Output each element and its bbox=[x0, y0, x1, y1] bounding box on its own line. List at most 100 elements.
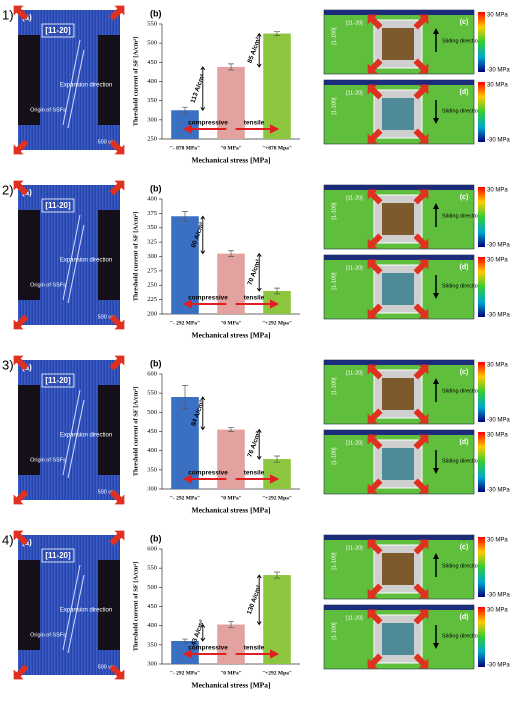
bar bbox=[217, 624, 245, 664]
colorbar bbox=[478, 82, 485, 142]
axis-label: [1-100] bbox=[331, 97, 337, 115]
error-bar bbox=[182, 638, 188, 644]
red-arrow bbox=[413, 653, 429, 669]
simulation-header bbox=[324, 185, 474, 190]
simulation-header bbox=[324, 80, 474, 85]
red-arrow bbox=[413, 539, 429, 555]
micrograph-text: Origin of SSFs bbox=[30, 457, 66, 463]
device-core bbox=[382, 203, 414, 235]
red-arrow bbox=[367, 609, 383, 625]
panel-label: (b) bbox=[150, 8, 162, 18]
error-bar bbox=[274, 571, 280, 579]
annotation-arrow bbox=[200, 396, 206, 431]
panel-label: (c) bbox=[460, 369, 469, 376]
y-tick-label: 300 bbox=[147, 660, 157, 667]
colorbar-max: 30 MPa bbox=[487, 13, 508, 19]
x-tick-label: "+292 Mpa" bbox=[262, 320, 292, 326]
scale-label: 500 um bbox=[98, 489, 117, 495]
panel-label: (d) bbox=[460, 439, 469, 446]
error-bar bbox=[182, 211, 188, 222]
y-axis-title: Threshold current of SF [A/cm²] bbox=[132, 212, 139, 302]
direction-label: [11-20] bbox=[45, 376, 71, 385]
axis-label: [1-100] bbox=[331, 622, 337, 640]
region-arrow bbox=[182, 649, 227, 659]
x-axis-title: Mechanical stress [MPa] bbox=[191, 156, 270, 165]
panel-label: (c) bbox=[460, 544, 469, 551]
region-label: tensile bbox=[244, 295, 265, 302]
annotation: 85 A/cm² bbox=[247, 36, 263, 64]
red-arrow bbox=[109, 180, 125, 196]
x-tick-label: "- 292 MPa" bbox=[170, 670, 200, 676]
annotation-arrow bbox=[200, 66, 206, 112]
y-tick-label: 600 bbox=[147, 545, 157, 552]
axis-label: [11-20] bbox=[346, 545, 363, 551]
sliding-head bbox=[433, 118, 439, 124]
red-arrow bbox=[109, 139, 125, 155]
red-arrow bbox=[109, 314, 125, 330]
error-bar bbox=[274, 31, 280, 36]
y-tick-label: 300 bbox=[147, 253, 157, 260]
y-tick-label: 450 bbox=[147, 59, 157, 66]
x-tick-label: "0 MPa" bbox=[220, 145, 242, 151]
ssf-streak bbox=[62, 214, 85, 304]
y-axis-title: Threshold current of SF [A/cm²] bbox=[132, 387, 139, 477]
device-core bbox=[382, 273, 414, 305]
simulation-header bbox=[324, 605, 474, 610]
red-arrow bbox=[367, 583, 383, 599]
ssf-streak bbox=[62, 389, 85, 479]
y-tick-label: 375 bbox=[147, 210, 157, 217]
axis-label: [11-20] bbox=[346, 370, 363, 376]
annotation: 70 A/cm² bbox=[247, 258, 263, 286]
bar bbox=[263, 459, 291, 489]
red-arrow bbox=[109, 355, 125, 371]
red-arrow bbox=[13, 180, 29, 196]
colorbar bbox=[478, 187, 485, 247]
annotation-arrow bbox=[256, 428, 262, 460]
red-arrow bbox=[413, 609, 429, 625]
axis-label: [1-100] bbox=[331, 272, 337, 290]
x-tick-label: "0 MPa" bbox=[220, 320, 242, 326]
direction-text: Sliding direction bbox=[442, 388, 481, 394]
direction-label: [11-20] bbox=[45, 26, 71, 35]
annotation-arrow bbox=[200, 623, 206, 642]
error-bar bbox=[182, 106, 188, 114]
y-tick-label: 250 bbox=[147, 282, 157, 289]
red-arrow bbox=[13, 139, 29, 155]
y-axis-title: Threshold current of SF [A/cm²] bbox=[132, 562, 139, 652]
direction-text: Sliding direction bbox=[442, 283, 481, 289]
bar bbox=[263, 575, 291, 664]
region-label: compressive bbox=[188, 470, 228, 477]
micrograph-dark bbox=[18, 560, 40, 650]
scale-label: 500 um bbox=[98, 139, 117, 145]
y-tick-label: 325 bbox=[147, 239, 157, 246]
x-tick-label: "- 292 MPa" bbox=[170, 320, 200, 326]
red-arrow bbox=[413, 259, 429, 275]
device-core bbox=[382, 98, 414, 130]
x-axis-title: Mechanical stress [MPa] bbox=[191, 681, 270, 690]
y-tick-label: 550 bbox=[147, 20, 157, 27]
micrograph-text: Origin of SSFs bbox=[30, 107, 66, 113]
direction-label: [11-20] bbox=[45, 201, 71, 210]
direction-text: Sliding direction bbox=[442, 633, 481, 639]
annotation: 130 A/cm² bbox=[246, 584, 263, 616]
ssf-streak bbox=[62, 39, 85, 129]
error-bar bbox=[228, 427, 234, 432]
bar bbox=[217, 66, 245, 139]
red-arrow bbox=[367, 408, 383, 424]
panel-label: (b) bbox=[150, 533, 162, 543]
red-arrow bbox=[367, 128, 383, 144]
region-arrow bbox=[235, 649, 280, 659]
red-arrow bbox=[109, 664, 125, 680]
colorbar bbox=[478, 257, 485, 317]
y-tick-label: 300 bbox=[147, 116, 157, 123]
colorbar-max: 30 MPa bbox=[487, 433, 508, 439]
y-tick-label: 500 bbox=[147, 40, 157, 47]
axis-label: [11-20] bbox=[346, 615, 363, 621]
colorbar-min: -30 MPa bbox=[487, 663, 510, 669]
sliding-head bbox=[433, 643, 439, 649]
red-arrow bbox=[367, 364, 383, 380]
region-arrow bbox=[235, 124, 280, 134]
annotation: 76 A/cm² bbox=[247, 430, 263, 458]
x-tick-label: "- 292 MPa" bbox=[170, 495, 200, 501]
colorbar bbox=[478, 12, 485, 72]
